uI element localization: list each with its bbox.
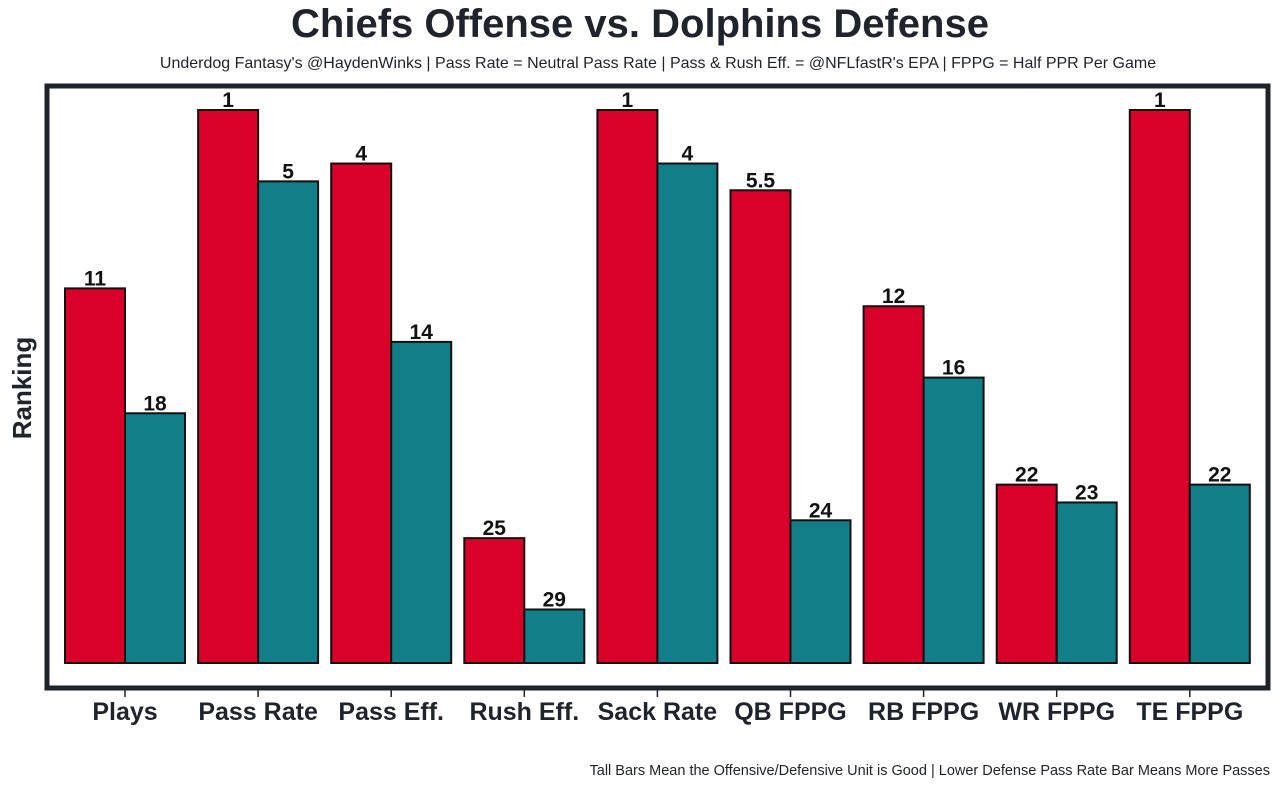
defense-bar-plays bbox=[124, 412, 186, 664]
defense-bar-pass-rate bbox=[257, 180, 320, 665]
bar-data-label: 22 bbox=[1015, 464, 1038, 487]
y-axis-label: Ranking bbox=[7, 337, 37, 440]
chart-title: Chiefs Offense vs. Dolphins Defense bbox=[291, 2, 989, 46]
x-tick-label: RB FPPG bbox=[868, 698, 979, 726]
x-tick-label: Pass Eff. bbox=[338, 698, 444, 726]
bar-data-label: 11 bbox=[84, 267, 107, 290]
defense-bar-rb-fppg bbox=[922, 376, 985, 664]
defense-bar-qb-fppg bbox=[789, 519, 852, 665]
bar-data-label: 4 bbox=[355, 143, 367, 166]
x-tick-label: WR FPPG bbox=[998, 698, 1115, 726]
x-tick-label: QB FPPG bbox=[734, 698, 847, 726]
x-tick-label: TE FPPG bbox=[1136, 698, 1243, 726]
offense-bar-rush-eff bbox=[463, 537, 526, 664]
bar-data-label: 4 bbox=[682, 143, 694, 166]
x-tick-label: Pass Rate bbox=[198, 698, 318, 726]
bar-data-label: 1 bbox=[1154, 89, 1166, 112]
offense-bar-plays bbox=[64, 287, 126, 664]
x-tick-label: Sack Rate bbox=[598, 698, 718, 726]
offense-bar-pass-rate bbox=[197, 109, 260, 664]
bar-data-label: 1 bbox=[222, 89, 234, 112]
defense-bar-sack-rate bbox=[656, 162, 719, 664]
offense-bar-wr-fppg bbox=[995, 483, 1058, 665]
bar-data-label: 23 bbox=[1075, 481, 1098, 504]
offense-bar-sack-rate bbox=[596, 109, 659, 664]
defense-bar-wr-fppg bbox=[1055, 501, 1118, 664]
x-tick-label: Plays bbox=[92, 698, 157, 726]
defense-bar-rush-eff bbox=[523, 608, 586, 665]
plot-frame bbox=[44, 83, 1271, 691]
defense-bar-te-fppg bbox=[1188, 483, 1251, 665]
x-tick-label: Rush Eff. bbox=[469, 698, 579, 726]
bar-data-label: 29 bbox=[543, 588, 566, 611]
chart-subtitle: Underdog Fantasy's @HaydenWinks | Pass R… bbox=[159, 55, 1157, 72]
bar-data-label: 14 bbox=[410, 321, 434, 344]
bar-data-label: 5 bbox=[282, 160, 294, 183]
bar-data-label: 5.5 bbox=[746, 169, 776, 192]
bar-data-label: 22 bbox=[1208, 464, 1231, 487]
bar-data-label: 16 bbox=[942, 357, 965, 380]
chart-footnote: Tall Bars Mean the Offensive/Defensive U… bbox=[589, 763, 1270, 779]
bar-data-label: 1 bbox=[622, 89, 634, 112]
bar-data-label: 25 bbox=[483, 517, 507, 540]
bar-data-label: 24 bbox=[809, 499, 833, 522]
bar-data-label: 12 bbox=[882, 285, 905, 308]
defense-bar-pass-eff bbox=[390, 340, 453, 664]
offense-bar-te-fppg bbox=[1128, 109, 1191, 664]
offense-bar-rb-fppg bbox=[862, 305, 925, 664]
bar-data-label: 18 bbox=[143, 392, 167, 415]
offense-bar-qb-fppg bbox=[729, 189, 792, 664]
offense-bar-pass-eff bbox=[330, 162, 393, 664]
